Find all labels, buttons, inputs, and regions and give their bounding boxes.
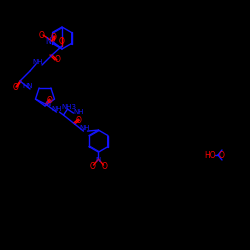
Text: N: N [96, 157, 101, 163]
Text: O: O [51, 32, 57, 42]
Text: O: O [59, 38, 65, 46]
Text: HN: HN [23, 83, 33, 89]
Text: N: N [45, 38, 51, 46]
Text: O: O [46, 96, 52, 104]
Text: NH: NH [73, 109, 84, 115]
Text: N: N [46, 101, 51, 107]
Text: O: O [76, 116, 82, 124]
Text: O: O [102, 162, 107, 170]
Text: O: O [55, 56, 61, 64]
Text: NH: NH [51, 106, 62, 112]
Text: O: O [90, 162, 96, 170]
Text: NH: NH [79, 125, 90, 131]
Text: NH3: NH3 [61, 104, 76, 110]
Text: O: O [219, 150, 225, 160]
Text: HO: HO [204, 150, 216, 160]
Text: NH: NH [33, 59, 43, 65]
Text: O: O [39, 30, 45, 40]
Text: O: O [13, 82, 19, 92]
